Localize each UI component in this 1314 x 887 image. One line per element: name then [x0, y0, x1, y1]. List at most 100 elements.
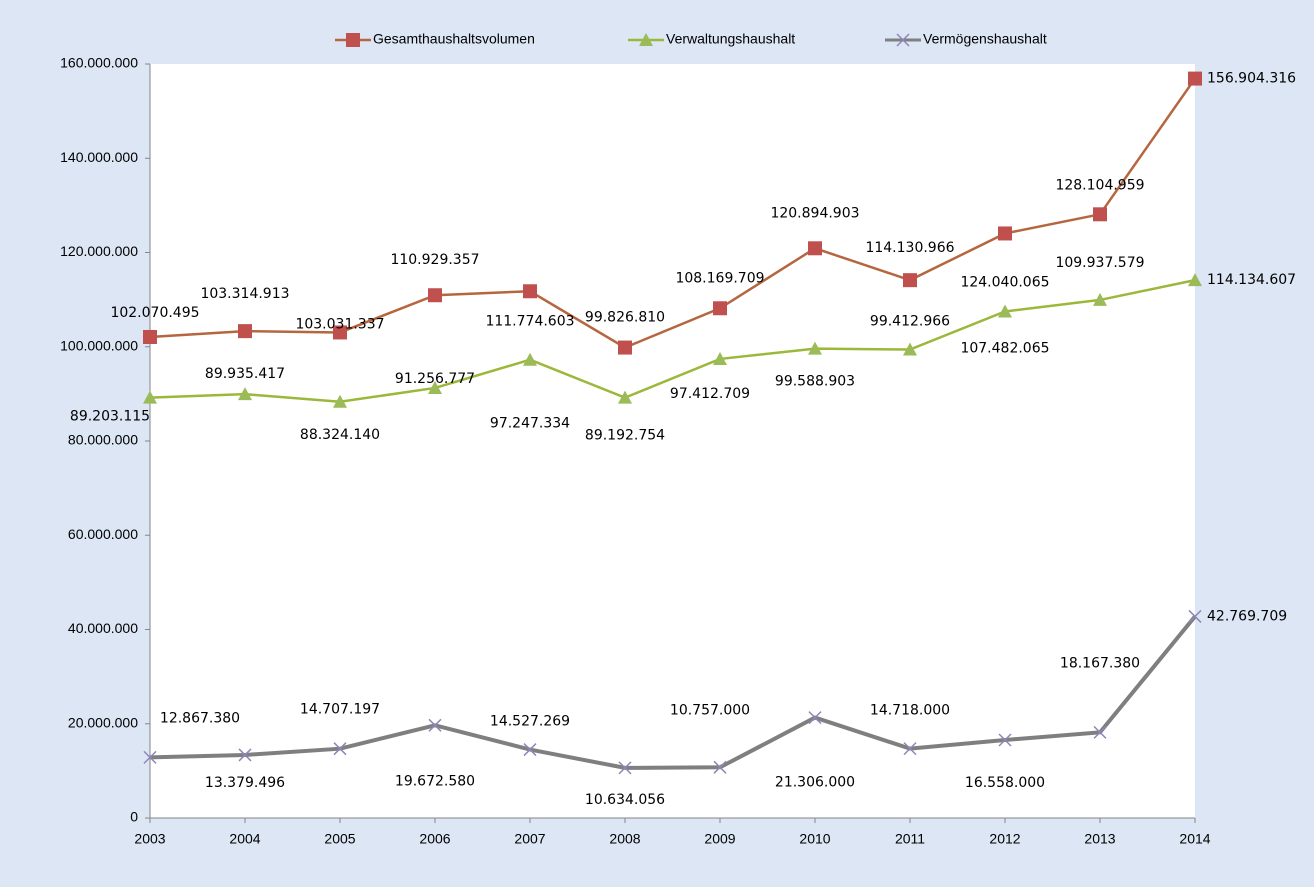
marker [238, 324, 252, 339]
data-label: 13.379.496 [205, 775, 285, 791]
data-label: 102.070.495 [110, 305, 199, 321]
data-label: 124.040.065 [960, 274, 1049, 290]
marker [903, 273, 917, 288]
y-tick-label: 0 [130, 809, 138, 825]
marker [428, 288, 442, 303]
marker [1093, 725, 1107, 739]
marker [1188, 609, 1202, 623]
data-label: 114.130.966 [865, 240, 954, 256]
data-label: 89.935.417 [205, 366, 285, 382]
marker [143, 329, 157, 344]
marker [523, 743, 537, 757]
x-tick-label: 2006 [419, 831, 450, 847]
series-line [149, 77, 1197, 349]
data-label: 10.634.056 [585, 792, 665, 808]
y-tick-label: 100.000.000 [60, 337, 138, 353]
data-label: 88.324.140 [300, 427, 380, 443]
data-label: 111.774.603 [485, 313, 574, 329]
x-tick-label: 2014 [1179, 831, 1210, 847]
x-tick-label: 2004 [229, 831, 260, 847]
data-label: 12.867.380 [160, 710, 240, 726]
y-tick-label: 140.000.000 [60, 149, 138, 165]
marker [1188, 71, 1202, 86]
marker [998, 226, 1012, 241]
y-tick-label: 40.000.000 [68, 620, 138, 636]
marker [1093, 292, 1107, 306]
marker [713, 351, 727, 365]
marker [713, 760, 727, 774]
y-tick-label: 80.000.000 [68, 432, 138, 448]
data-label: 103.314.913 [200, 286, 289, 302]
x-tick-label: 2010 [799, 831, 830, 847]
marker [1093, 207, 1107, 222]
x-tick-label: 2007 [514, 831, 545, 847]
marker [618, 761, 632, 775]
marker [903, 342, 917, 356]
marker [808, 341, 822, 355]
marker [346, 33, 360, 47]
series-line [149, 278, 1196, 404]
data-label: 10.757.000 [670, 702, 750, 718]
marker [903, 742, 917, 756]
legend-label: Verwaltungshaushalt [666, 31, 795, 47]
data-label: 99.588.903 [775, 374, 855, 390]
x-tick-label: 2012 [989, 831, 1020, 847]
data-label: 109.937.579 [1055, 255, 1144, 271]
data-label: 14.718.000 [870, 703, 950, 719]
marker [639, 33, 653, 46]
legend-label: Gesamthaushaltsvolumen [373, 31, 535, 47]
marker [238, 387, 252, 401]
data-label: 14.707.197 [300, 702, 380, 718]
series-line [149, 615, 1197, 770]
data-label: 107.482.065 [960, 340, 1049, 356]
y-tick-label: 60.000.000 [68, 526, 138, 542]
data-label: 97.412.709 [670, 386, 750, 402]
marker [523, 284, 537, 299]
data-label: 99.826.810 [585, 310, 665, 326]
data-label: 97.247.334 [490, 416, 570, 432]
data-label: 110.929.357 [390, 252, 479, 268]
y-tick-label: 160.000.000 [60, 55, 138, 71]
data-label: 103.031.337 [295, 316, 384, 332]
data-label: 91.256.777 [395, 371, 475, 387]
x-tick-label: 2008 [609, 831, 640, 847]
legend-label: Vermögenshaushalt [923, 31, 1047, 47]
y-tick-label: 20.000.000 [68, 714, 138, 730]
marker [523, 352, 537, 366]
data-label: 108.169.709 [675, 270, 764, 286]
x-tick-label: 2009 [704, 831, 735, 847]
x-tick-label: 2003 [134, 831, 165, 847]
data-label: 19.672.580 [395, 773, 475, 789]
data-label: 14.527.269 [490, 714, 570, 730]
marker [896, 33, 910, 47]
marker [1188, 273, 1202, 287]
data-label: 114.134.607 [1207, 272, 1296, 288]
marker [143, 750, 157, 764]
x-tick-label: 2011 [895, 831, 925, 847]
x-tick-label: 2013 [1084, 831, 1115, 847]
marker [238, 748, 252, 762]
data-label: 99.412.966 [870, 314, 950, 330]
y-tick-label: 120.000.000 [60, 243, 138, 259]
marker [808, 711, 822, 725]
marker [618, 390, 632, 404]
marker [333, 325, 347, 340]
data-label: 21.306.000 [775, 775, 855, 791]
marker [713, 301, 727, 316]
marker [998, 733, 1012, 747]
marker [428, 718, 442, 732]
data-label: 42.769.709 [1207, 608, 1287, 624]
x-tick-label: 2005 [324, 831, 355, 847]
marker [998, 304, 1012, 318]
data-label: 89.203.115 [70, 409, 150, 425]
marker [428, 380, 442, 394]
data-label: 156.904.316 [1207, 71, 1296, 87]
data-label: 18.167.380 [1060, 655, 1140, 671]
marker [143, 390, 157, 404]
marker [618, 340, 632, 355]
data-label: 128.104.959 [1055, 177, 1144, 193]
data-label: 89.192.754 [585, 428, 665, 444]
marker [333, 742, 347, 756]
data-label: 16.558.000 [965, 775, 1045, 791]
